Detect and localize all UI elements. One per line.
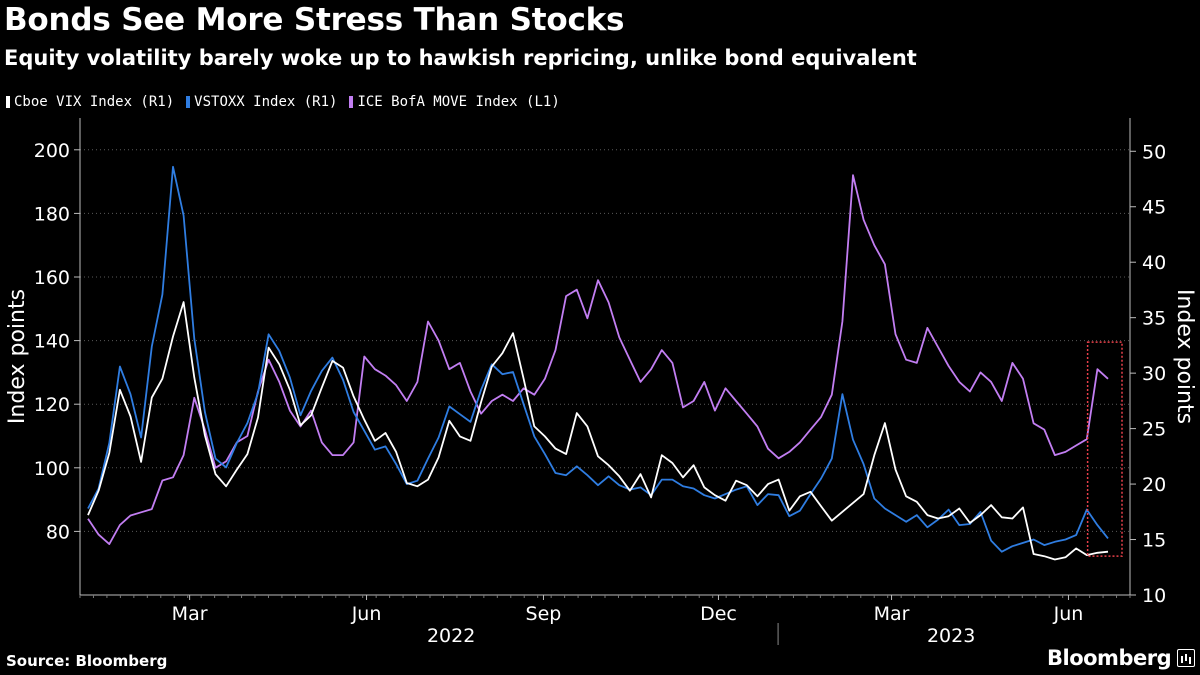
left-tick-label: 100	[34, 458, 70, 480]
bloomberg-logo: Bloomberg	[1047, 646, 1196, 670]
highlight-box	[1086, 341, 1123, 557]
legend-label-vstoxx: VSTOXX Index (R1)	[194, 94, 338, 110]
chart-subtitle: Equity volatility barely woke up to hawk…	[4, 46, 917, 70]
x-tick-label: Sep	[526, 603, 562, 625]
legend: Cboe VIX Index (R1) VSTOXX Index (R1) IC…	[6, 92, 572, 112]
right-tick-label: 30	[1142, 363, 1166, 385]
legend-swatch-move	[349, 96, 354, 108]
right-tick-label: 40	[1142, 252, 1166, 274]
right-axis-title: Index points	[1172, 289, 1197, 424]
right-tick-label: 20	[1142, 474, 1166, 496]
move-line	[87, 174, 1109, 545]
source-note: Source: Bloomberg	[6, 652, 168, 670]
left-tick-label: 140	[34, 331, 70, 353]
x-tick-label: Jun	[1053, 603, 1084, 625]
right-tick-label: 50	[1142, 141, 1166, 163]
vstoxx-line	[87, 165, 1109, 553]
right-tick-label: 15	[1142, 530, 1166, 552]
left-tick-label: 160	[34, 267, 70, 289]
right-tick-label: 25	[1142, 419, 1166, 441]
year-label: 2022	[427, 625, 475, 647]
chart-title: Bonds See More Stress Than Stocks	[4, 2, 625, 38]
x-tick-label: Dec	[700, 603, 737, 625]
legend-item-vix: Cboe VIX Index (R1)	[6, 94, 174, 110]
left-axis-title: Index points	[5, 289, 30, 424]
legend-swatch-vix	[6, 96, 10, 108]
legend-item-move: ICE BofA MOVE Index (L1)	[349, 94, 560, 110]
left-tick-label: 200	[34, 140, 70, 162]
legend-label-move: ICE BofA MOVE Index (L1)	[357, 94, 560, 110]
left-tick-label: 80	[46, 521, 70, 543]
right-tick-label: 35	[1142, 308, 1166, 330]
legend-item-vstoxx: VSTOXX Index (R1)	[186, 94, 337, 110]
vix-line	[87, 301, 1109, 561]
year-label: 2023	[927, 625, 975, 647]
brand-text: Bloomberg	[1047, 646, 1172, 670]
legend-label-vix: Cboe VIX Index (R1)	[14, 94, 175, 110]
left-tick-label: 180	[34, 203, 70, 225]
left-tick-label: 120	[34, 394, 70, 416]
legend-swatch-vstoxx	[186, 96, 191, 108]
right-tick-label: 10	[1142, 585, 1166, 607]
x-tick-label: Mar	[172, 603, 208, 625]
terminal-icon	[1177, 649, 1196, 667]
x-tick-label: Mar	[874, 603, 910, 625]
right-tick-label: 45	[1142, 197, 1166, 219]
x-tick-label: Jun	[351, 603, 382, 625]
